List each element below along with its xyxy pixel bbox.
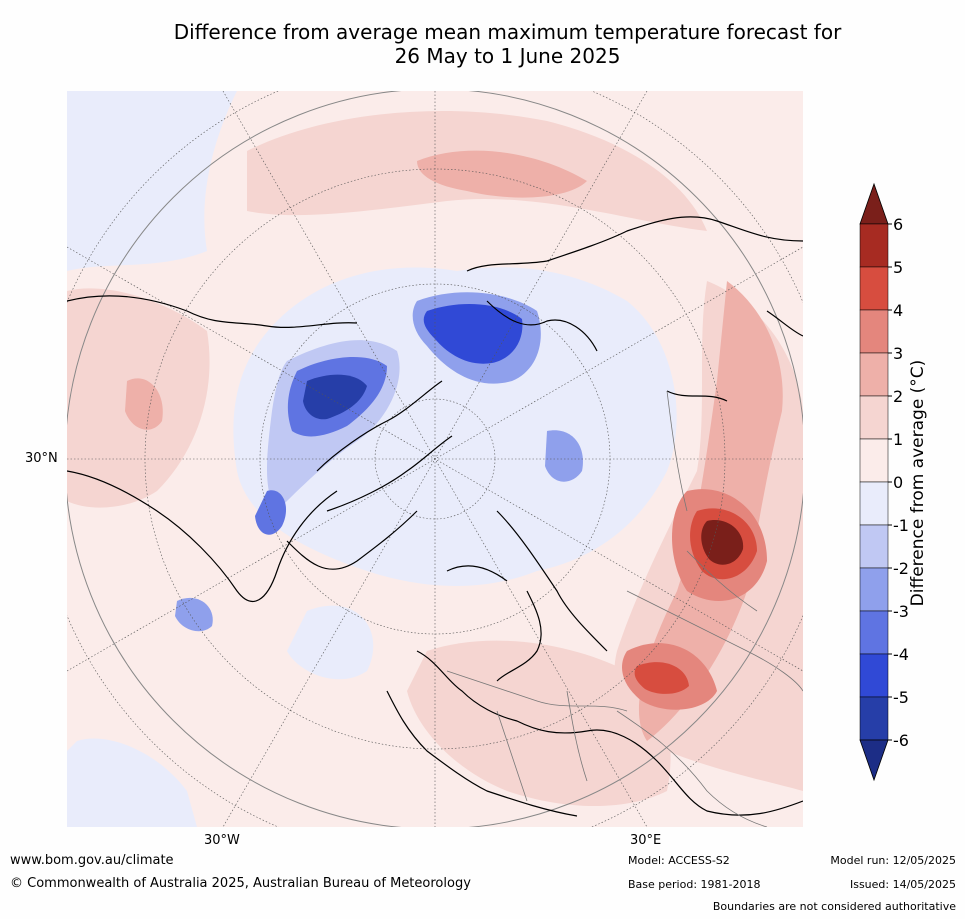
- colorbar-ticks: 6 5 4 3 2 1 0 -1 -2 -3 -4 -5 -6: [888, 215, 909, 750]
- colorbar-swatch: [859, 567, 889, 612]
- colorbar: 6 5 4 3 2 1 0 -1 -2 -3 -4 -5 -6: [855, 180, 965, 785]
- colorbar-swatch: [859, 696, 889, 741]
- colorbar-tick-label: 2: [893, 387, 903, 406]
- colorbar-tick-label: -1: [893, 516, 909, 535]
- title-line-1: Difference from average mean maximum tem…: [173, 20, 842, 44]
- longitude-label-30e: 30°E: [630, 833, 662, 848]
- base-period-text: Base period: 1981-2018: [628, 878, 761, 891]
- colorbar-tick-label: -5: [893, 688, 909, 707]
- colorbar-extend-high: [859, 182, 889, 225]
- colorbar-tick-label: 3: [893, 344, 903, 363]
- model-text: Model: ACCESS-S2: [628, 854, 730, 867]
- map-svg: [67, 91, 803, 827]
- coastlines: [67, 216, 803, 817]
- chart-title: Difference from average mean maximum tem…: [60, 20, 955, 68]
- colorbar-swatch: [859, 352, 889, 397]
- colorbar-swatches: [859, 182, 889, 782]
- colorbar-tick-label: -2: [893, 559, 909, 578]
- colorbar-title: Difference from average (°C): [908, 359, 928, 607]
- colorbar-swatch: [859, 223, 889, 268]
- anomaly-region-cool-scandinavia: [545, 430, 583, 482]
- colorbar-tick-label: 1: [893, 430, 903, 449]
- anomaly-region-cold-siberia: [423, 304, 523, 364]
- colorbar-swatch: [859, 266, 889, 311]
- colorbar-tick-label: -4: [893, 645, 909, 664]
- copyright-text: © Commonwealth of Australia 2025, Austra…: [10, 876, 471, 891]
- longitude-label-30w: 30°W: [204, 833, 240, 848]
- colorbar-swatch: [859, 653, 889, 698]
- anomaly-region-coldest-canada: [303, 374, 367, 420]
- anomaly-region-cool-pacific: [175, 597, 213, 632]
- model-run-text: Model run: 12/05/2025: [830, 854, 956, 867]
- country-boundaries: [446, 390, 803, 827]
- graticule: [67, 91, 803, 827]
- colorbar-tick-label: 5: [893, 258, 903, 277]
- anomaly-region-cold-greenland: [255, 490, 287, 535]
- anomaly-region-lightblue-atlantic: [287, 605, 374, 680]
- anomaly-region-warm-north: [417, 150, 587, 198]
- colorbar-swatch: [859, 610, 889, 655]
- colorbar-tick-label: 4: [893, 301, 903, 320]
- colorbar-swatch: [859, 524, 889, 569]
- disclaimer-text: Boundaries are not considered authoritat…: [712, 900, 956, 913]
- anomaly-region-pink-europe: [407, 640, 671, 806]
- colorbar-tick-label: 6: [893, 215, 903, 234]
- colorbar-swatch: [859, 395, 889, 440]
- anomaly-region-warm-america: [125, 378, 163, 430]
- colorbar-swatch: [859, 438, 889, 483]
- colorbar-swatch: [859, 309, 889, 354]
- anomaly-region-hotter-caspian: [634, 662, 689, 694]
- anomaly-region-hottest-asia: [701, 520, 744, 565]
- anomaly-region-lightblue-nw: [67, 91, 237, 271]
- colorbar-tick-label: -3: [893, 602, 909, 621]
- latitude-label-30n: 30°N: [25, 451, 58, 466]
- colorbar-swatch: [859, 481, 889, 526]
- issued-text: Issued: 14/05/2025: [849, 878, 956, 891]
- forecast-map: [67, 91, 803, 827]
- anomaly-region-lightblue-sw: [67, 738, 197, 827]
- colorbar-tick-label: 0: [893, 473, 903, 492]
- colorbar-svg: 6 5 4 3 2 1 0 -1 -2 -3 -4 -5 -6: [859, 182, 909, 782]
- colorbar-extend-low: [859, 739, 889, 782]
- title-line-2: 26 May to 1 June 2025: [394, 44, 621, 68]
- website-text: www.bom.gov.au/climate: [10, 853, 174, 868]
- colorbar-tick-label: -6: [893, 731, 909, 750]
